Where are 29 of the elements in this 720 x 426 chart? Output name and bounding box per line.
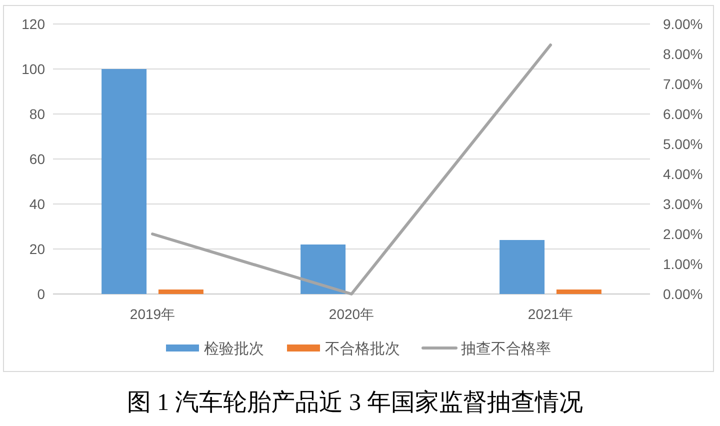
bar <box>300 244 346 294</box>
bar <box>158 290 204 294</box>
bar <box>500 240 545 294</box>
x-tick-label: 2021年 <box>528 306 574 322</box>
y2-tick-label: 1.00% <box>663 256 703 272</box>
y-tick-label: 20 <box>29 241 46 257</box>
y2-tick-label: 6.00% <box>663 106 703 122</box>
bar <box>556 290 602 294</box>
x-tick-label: 2020年 <box>328 306 374 322</box>
y2-tick-label: 4.00% <box>663 166 703 182</box>
y2-tick-label: 9.00% <box>663 16 703 32</box>
y-tick-label: 100 <box>22 61 46 77</box>
y2-tick-label: 5.00% <box>663 136 703 152</box>
y2-tick-label: 0.00% <box>663 286 703 302</box>
y-tick-label: 80 <box>29 106 46 122</box>
legend-label: 抽查不合格率 <box>461 340 551 358</box>
bar <box>102 69 147 294</box>
y2-tick-label: 2.00% <box>663 226 703 242</box>
x-tick-label: 2019年 <box>130 306 176 322</box>
text: 图 1 汽车轮胎产品近 3 年国家监督抽查情况 <box>127 389 583 416</box>
y-tick-label: 120 <box>22 16 46 32</box>
legend-label: 检验批次 <box>204 340 264 358</box>
y-tick-label: 40 <box>29 196 46 212</box>
y2-tick-label: 8.00% <box>663 46 703 62</box>
y2-tick-label: 7.00% <box>663 76 703 92</box>
legend-label: 不合格批次 <box>325 340 400 358</box>
y-tick-label: 0 <box>37 286 46 302</box>
y2-tick-label: 3.00% <box>663 196 703 212</box>
y-tick-label: 60 <box>29 151 46 167</box>
